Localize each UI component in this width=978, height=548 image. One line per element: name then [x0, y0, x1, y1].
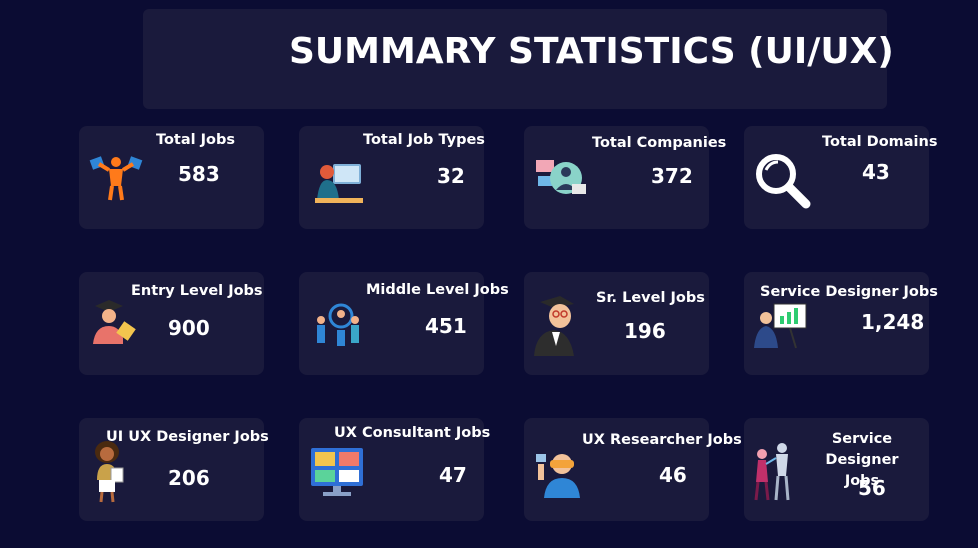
- vr-researcher-icon: [534, 450, 588, 500]
- card-title: Total Jobs: [156, 132, 236, 148]
- card-value: 900: [168, 316, 210, 340]
- card-value: 206: [168, 466, 210, 490]
- card-service-designer-jobs[interactable]: Service Designer Jobs 1,248: [744, 272, 938, 375]
- card-title: Service Designer Jobs: [760, 284, 938, 300]
- woman-designer-icon: [89, 440, 129, 504]
- card-title: UX Researcher Jobs: [582, 432, 742, 448]
- card-total-job-types[interactable]: Total Job Types 32: [299, 126, 485, 229]
- card-title: Service Designer Jobs: [825, 431, 899, 489]
- card-ux-consultant-jobs[interactable]: UX Consultant Jobs 47: [299, 418, 490, 521]
- senior-professor-icon: [530, 292, 580, 358]
- card-service-designer-jobs-2[interactable]: Service Designer Jobs 56: [744, 418, 929, 521]
- card-entry-level-jobs[interactable]: Entry Level Jobs 900: [79, 272, 264, 375]
- presenter-icon: [752, 302, 808, 350]
- header-panel: SUMMARY STATISTICS (UI/UX): [143, 9, 894, 109]
- card-ux-researcher-jobs[interactable]: UX Researcher Jobs 46: [524, 418, 742, 521]
- card-title: Entry Level Jobs: [131, 283, 263, 299]
- card-value: 32: [437, 164, 465, 188]
- card-title: Sr. Level Jobs: [596, 290, 705, 306]
- card-title: Total Domains: [822, 134, 938, 150]
- card-value: 56: [858, 476, 886, 500]
- card-total-domains[interactable]: Total Domains 43: [744, 126, 937, 229]
- graduate-icon: [89, 298, 141, 346]
- card-title: UX Consultant Jobs: [334, 425, 491, 441]
- team-search-icon: [311, 302, 365, 350]
- page-title: SUMMARY STATISTICS (UI/UX): [289, 31, 894, 72]
- card-value: 196: [624, 319, 666, 343]
- card-ui-ux-designer-jobs[interactable]: UI UX Designer Jobs 206: [79, 418, 269, 521]
- robot-human-icon: [750, 440, 796, 502]
- card-total-companies[interactable]: Total Companies 372: [524, 126, 726, 229]
- card-sr-level-jobs[interactable]: Sr. Level Jobs 196: [524, 272, 709, 375]
- card-value: 43: [862, 160, 890, 184]
- card-value: 46: [659, 463, 687, 487]
- desk-worker-icon: [311, 154, 365, 206]
- card-value: 1,248: [861, 310, 925, 334]
- card-value: 451: [425, 314, 467, 338]
- card-title: UI UX Designer Jobs: [106, 429, 269, 445]
- magnifier-icon: [754, 152, 812, 210]
- card-title: Middle Level Jobs: [366, 282, 509, 298]
- worker-icon: [89, 154, 143, 202]
- video-call-icon: [532, 154, 588, 202]
- dashboard-monitor-icon: [309, 446, 365, 498]
- card-total-jobs[interactable]: Total Jobs 583: [79, 126, 264, 229]
- card-title: Total Job Types: [363, 132, 485, 148]
- card-title: Total Companies: [592, 135, 727, 151]
- card-value: 47: [439, 463, 467, 487]
- card-middle-level-jobs[interactable]: Middle Level Jobs 451: [299, 272, 509, 375]
- card-value: 372: [651, 164, 693, 188]
- card-value: 583: [178, 162, 220, 186]
